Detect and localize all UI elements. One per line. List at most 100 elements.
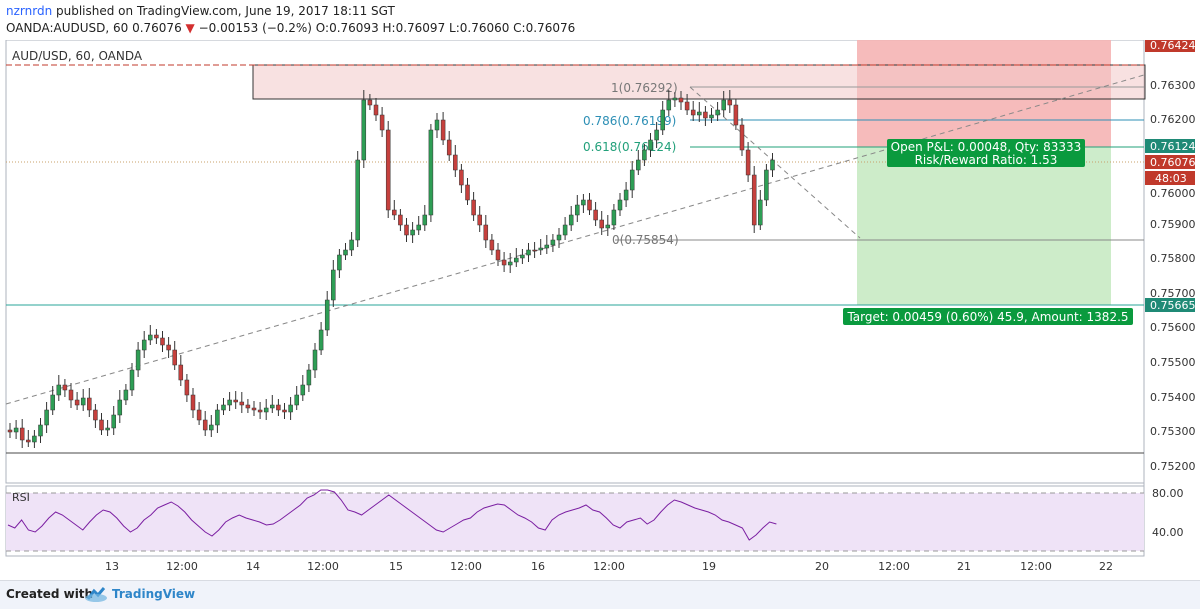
candle-body [324,299,330,331]
fibonacci-retracement[interactable]: 1(0.76292) 0.786(0.76199) 0.618(0.76124)… [583,81,1144,247]
time-tick: 12:00 [450,560,482,573]
candle-body [117,399,123,416]
candle-body [93,409,98,421]
candle-body [532,249,537,252]
time-tick: 13 [105,560,119,573]
price-tick: 0.75400 [1150,391,1196,404]
candle-body [337,254,342,271]
candle-body [306,369,312,386]
price-tick: 0.75600 [1150,321,1196,334]
username-link[interactable]: nzrnrdn [6,4,53,18]
candle-body [690,109,696,116]
fib-level-0618: 0.618(0.76124) [583,140,676,154]
candle-body [190,394,196,411]
candle-body [50,394,55,411]
chart-legend: AUD/USD, 60, OANDA [12,49,143,63]
candle-body [739,124,745,151]
rsi-line[interactable] [7,489,777,541]
candle-body [562,224,568,236]
candles-group[interactable] [7,90,775,448]
fib-level-0786: 0.786(0.76199) [583,114,676,128]
candle-body [160,337,165,346]
candle-body [355,159,360,241]
candle-body [666,99,672,111]
candle-body [56,384,62,396]
price-tag-upper: 0.76124 [1150,140,1196,153]
candle-body [495,249,501,261]
candle-body [648,139,653,151]
candle-body [270,404,275,409]
time-tick: 12:00 [1020,560,1052,573]
candle-body [459,169,464,186]
price-tick: 0.75800 [1150,252,1196,265]
candle-body [26,439,31,443]
time-tick: 21 [957,560,971,573]
fib-level-0: 0(0.75854) [612,233,679,247]
candle-body [446,139,452,156]
candle-body [13,427,19,433]
time-tick: 22 [1099,560,1113,573]
candle-body [141,339,147,351]
resistance-zone[interactable] [252,64,1146,100]
pnl-label[interactable]: Open P&L: 0.00048, Qty: 83333 Risk/Rewar… [887,139,1085,167]
candle-body [501,259,507,266]
target-label[interactable]: Target: 0.00459 (0.60%) 45.9, Amount: 13… [843,308,1133,325]
fib-level-1: 1(0.76292) [611,81,678,95]
candle-body [87,397,92,411]
candle-body [349,239,354,251]
candle-body [733,104,739,126]
candle-body [276,404,281,411]
candle-body [288,404,293,413]
rsi-tick: 40.00 [1152,526,1184,539]
candle-body [636,159,641,171]
candle-body [379,114,385,131]
candle-body [404,224,409,236]
tradingview-brand-link[interactable]: TradingView [112,587,196,601]
time-tick: 20 [815,560,829,573]
rsi-label: RSI [12,491,30,504]
candle-body [587,199,592,211]
candle-body [38,424,43,437]
candle-body [19,427,25,441]
footer-bar: Created with TradingView [0,580,1200,609]
price-tick: 0.76300 [1150,79,1196,92]
candle-body [343,249,348,256]
candle-body [62,384,68,391]
candle-body [605,224,611,229]
time-axis[interactable]: 13 12:00 14 12:00 15 12:00 16 12:00 19 2… [105,560,1113,573]
price-tags: 0.76424 0.76124 0.76076 48:03 0.75665 [1145,38,1196,312]
pnl-line-2: Risk/Reward Ratio: 1.53 [915,153,1058,167]
candle-body [428,129,434,216]
candle-body [568,214,574,226]
candle-body [556,234,562,241]
tradingview-cloud-icon[interactable] [84,586,108,605]
target-zone[interactable] [857,162,1111,305]
candle-body [703,111,708,119]
candle-body [245,404,251,409]
symbol-name: OANDA:AUDUSD, 60 [6,21,133,35]
symbol-info: OANDA:AUDUSD, 60 0.76076 ▼ −0.00153 (−0.… [6,21,575,35]
down-arrow-icon: ▼ [185,21,195,35]
candle-body [196,409,202,421]
chart-area[interactable]: 1(0.76292) 0.786(0.76199) 0.618(0.76124)… [0,38,1200,580]
candle-body [32,435,37,443]
time-tick: 14 [246,560,260,573]
candle-body [422,214,428,226]
time-tick: 12:00 [166,560,198,573]
candle-body [617,199,623,211]
publish-info: nzrnrdn published on TradingView.com, Ju… [6,4,395,18]
candle-body [300,384,306,396]
candle-body [257,409,263,413]
candle-body [678,97,684,103]
candle-body [178,364,184,381]
chart-canvas[interactable]: 1(0.76292) 0.786(0.76199) 0.618(0.76124)… [0,38,1200,580]
price-tick: 0.75200 [1150,460,1196,473]
rsi-tick: 80.00 [1152,487,1184,500]
time-tick: 12:00 [593,560,625,573]
price-tag-current: 0.76076 [1150,156,1196,169]
candle-body [507,261,513,266]
candle-body [611,209,617,226]
candle-body [184,379,190,396]
candle-body [575,204,580,216]
candle-body [80,397,86,406]
